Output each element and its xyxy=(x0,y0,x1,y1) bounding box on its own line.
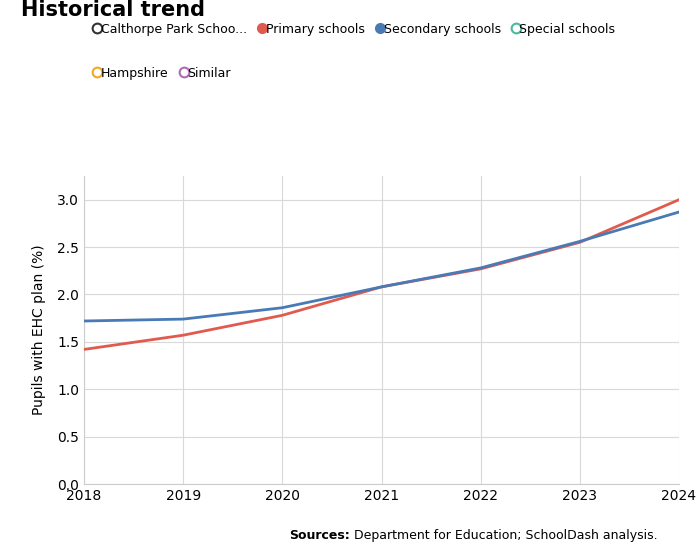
Text: Sources:: Sources: xyxy=(289,529,350,542)
Text: Department for Education; SchoolDash analysis.: Department for Education; SchoolDash ana… xyxy=(350,529,657,542)
Legend: Hampshire, Similar: Hampshire, Similar xyxy=(97,67,231,80)
Y-axis label: Pupils with EHC plan (%): Pupils with EHC plan (%) xyxy=(32,245,46,415)
Text: Historical trend: Historical trend xyxy=(21,0,205,20)
Legend: Calthorpe Park Schoo..., Primary schools, Secondary schools, Special schools: Calthorpe Park Schoo..., Primary schools… xyxy=(97,23,615,36)
